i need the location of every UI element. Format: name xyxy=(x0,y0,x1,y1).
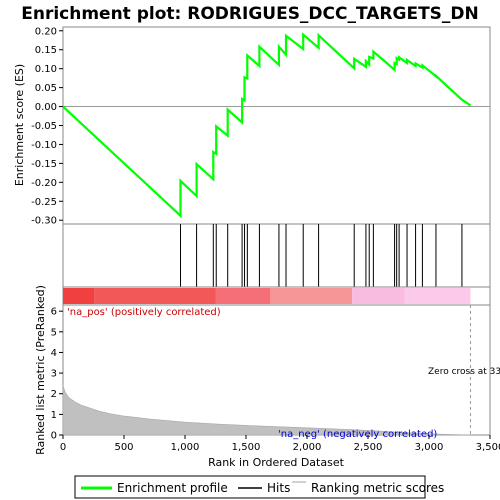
neg-correlated-label: 'na_neg' (negatively correlated) xyxy=(278,429,437,440)
zero-cross-label: Zero cross at 3340 xyxy=(428,367,500,377)
legend-metric-label: Ranking metric scores xyxy=(311,481,444,495)
x-tick-label: 3,000 xyxy=(415,442,444,453)
legend-enrichment-label: Enrichment profile xyxy=(117,481,228,495)
x-tick-label: 2,000 xyxy=(293,442,322,453)
metric-y-tick-label: 5 xyxy=(51,327,57,338)
metric-y-axis-label: Ranked list metric (PreRanked) xyxy=(34,285,47,455)
x-tick-label: 3,500 xyxy=(476,442,500,453)
es-y-tick-label: -0.05 xyxy=(31,121,57,132)
es-y-tick-label: 0.15 xyxy=(35,45,57,56)
pos-correlated-label: 'na_pos' (positively correlated) xyxy=(67,307,221,318)
legend: Enrichment profile Hits Ranking metric s… xyxy=(74,475,444,499)
metric-y-tick-label: 3 xyxy=(51,369,57,380)
hits-panel-frame xyxy=(62,223,491,288)
color-bar-segment xyxy=(404,288,471,304)
hits-panel xyxy=(62,223,491,288)
metric-y-tick-label: 6 xyxy=(51,307,57,318)
es-y-tick-label: 0.00 xyxy=(35,102,57,113)
color-bar-segment xyxy=(270,288,353,304)
es-y-ticks: -0.30 -0.25 -0.20 -0.15 -0.10 -0.05 0.00 0.05 0.… xyxy=(31,26,63,227)
es-panel-frame xyxy=(62,26,491,225)
es-y-tick-label: -0.10 xyxy=(31,140,57,151)
x-tick-label: 2,500 xyxy=(354,442,383,453)
color-bar-segment xyxy=(352,288,405,304)
color-bar-segment xyxy=(215,288,271,304)
enrichment-profile-line xyxy=(62,32,472,219)
hit-markers xyxy=(179,224,463,287)
es-y-tick-label: 0.05 xyxy=(35,83,57,94)
color-bar-segments xyxy=(63,288,471,304)
es-y-tick-label: -0.25 xyxy=(31,197,57,208)
es-y-tick-label: 0.10 xyxy=(35,64,57,75)
rank-color-bar xyxy=(62,286,491,306)
x-tick-label: 1,500 xyxy=(232,442,261,453)
metric-y-tick-label: 0 xyxy=(51,431,57,442)
metric-panel: 'na_pos' (positively correlated) 'na_neg… xyxy=(34,285,500,455)
color-bar-segment xyxy=(94,288,216,304)
chart-title: Enrichment plot: RODRIGUES_DCC_TARGETS_D… xyxy=(21,4,479,24)
x-axis-label: Rank in Ordered Dataset xyxy=(208,456,345,469)
es-y-tick-label: 0.20 xyxy=(35,26,57,37)
es-y-tick-label: -0.30 xyxy=(31,216,57,227)
color-bar-segment xyxy=(63,288,95,304)
es-y-tick-label: -0.20 xyxy=(31,178,57,189)
x-tick-label: 1,000 xyxy=(171,442,200,453)
metric-y-ticks: 0 1 2 3 4 5 6 xyxy=(51,307,63,442)
metric-y-tick-label: 1 xyxy=(51,410,57,421)
x-tick-label: 500 xyxy=(114,442,133,453)
legend-box xyxy=(74,475,426,499)
x-axis-ticks: 0 500 1,000 1,500 2,000 2,500 3,000 3,500 xyxy=(60,435,500,453)
metric-y-tick-label: 2 xyxy=(51,389,57,400)
x-tick-label: 0 xyxy=(60,442,66,453)
legend-hits-label: Hits xyxy=(267,481,290,495)
es-panel: -0.30 -0.25 -0.20 -0.15 -0.10 -0.05 0.00 0.05 0.… xyxy=(13,26,491,227)
es-y-axis-label: Enrichment score (ES) xyxy=(13,64,26,186)
metric-y-tick-label: 4 xyxy=(51,348,57,359)
es-y-tick-label: -0.15 xyxy=(31,159,57,170)
ranking-metric-area xyxy=(62,385,471,436)
metric-panel-frame xyxy=(62,304,491,436)
